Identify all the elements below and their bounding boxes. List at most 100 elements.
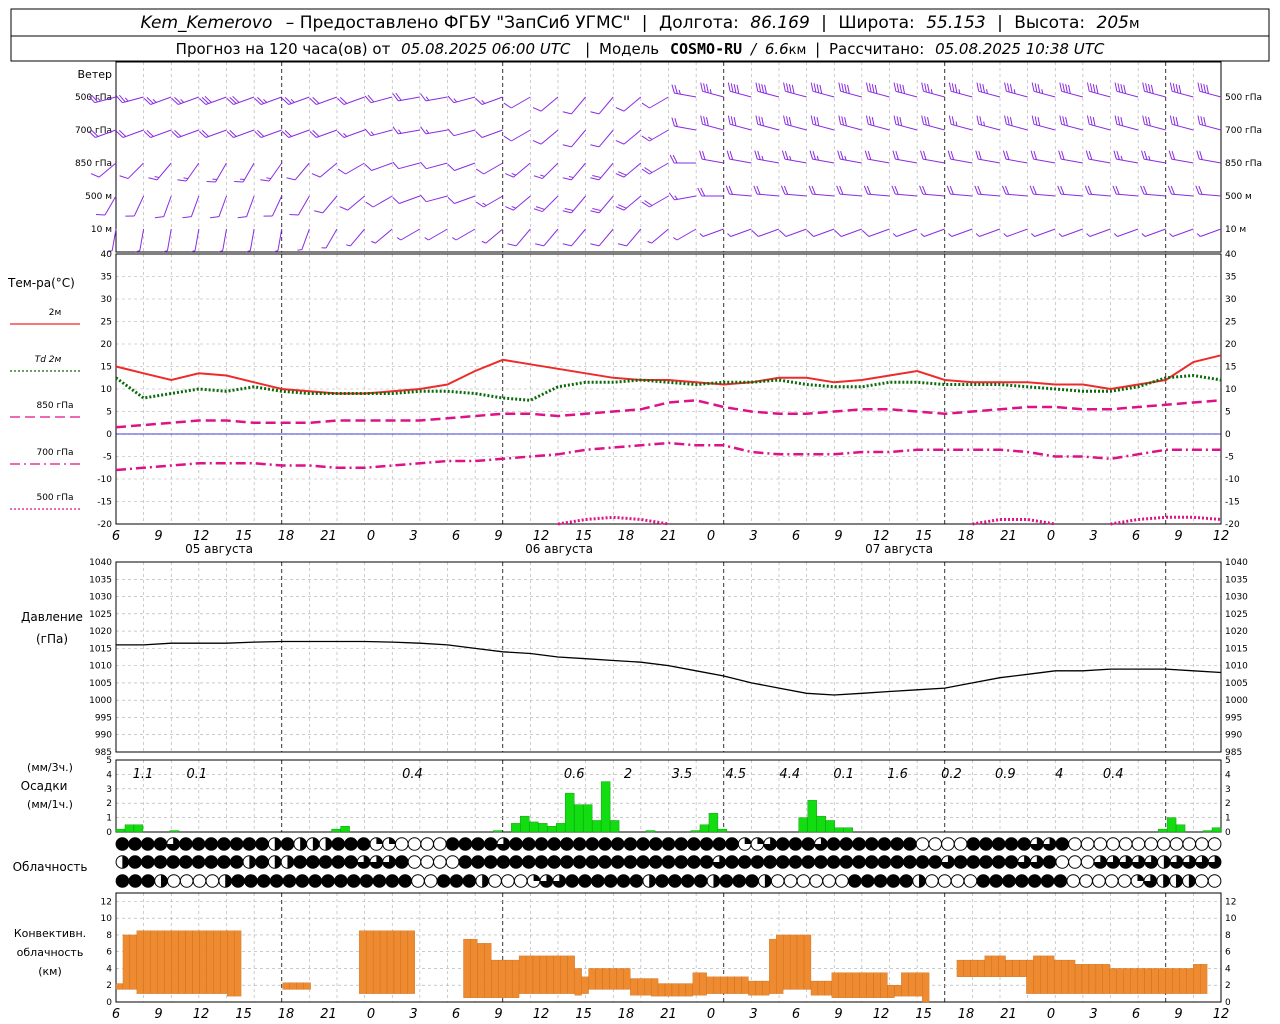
cloud-symbol [1144, 837, 1158, 851]
wind-barb [976, 82, 1001, 98]
precip-bar [547, 826, 557, 833]
wind-barb [590, 96, 614, 115]
precip-bar [843, 827, 853, 833]
cloud-symbol [1207, 855, 1222, 869]
cloud-symbol [539, 874, 554, 888]
wind-barb [273, 228, 283, 253]
cloud-symbol [1004, 837, 1019, 851]
y-tick-label-left: -10 [97, 475, 112, 485]
wind-barb [346, 228, 366, 247]
wind-barb [562, 129, 587, 148]
wind-barb [562, 96, 587, 115]
wind-barb [281, 96, 310, 105]
temp-series-2 [115, 399, 1222, 429]
convective-bar [574, 968, 582, 996]
time-tick-label: 21 [1000, 529, 1017, 544]
y-tick-label-right: 5 [1225, 408, 1231, 418]
y-tick-label-right: 3 [1225, 785, 1231, 795]
precip-bar [582, 804, 593, 833]
time-tick-label: 9 [154, 529, 162, 544]
convective-bar [386, 930, 395, 994]
convective-bar [1040, 955, 1048, 994]
time-tick-label: 0 [367, 1007, 375, 1022]
wind-barb [1169, 82, 1194, 98]
wind-barb [206, 162, 227, 183]
precip-bar [133, 824, 144, 833]
wind-barb [590, 228, 614, 247]
precip-bar [1211, 827, 1222, 833]
cloud-symbol [356, 837, 371, 851]
wind-barb [727, 228, 752, 237]
cloud-symbol [610, 837, 625, 851]
y-tick-label-left: 985 [95, 748, 112, 758]
cloud-symbol [979, 837, 993, 851]
convective-bar [1186, 968, 1194, 994]
cloud-symbol [560, 855, 574, 869]
convective-bar [616, 968, 624, 990]
convective-bar [122, 934, 131, 990]
cloud-symbol [1068, 855, 1082, 869]
cloud-symbol [732, 874, 746, 888]
cloud-symbol [321, 874, 335, 888]
cloud-symbol [420, 855, 434, 869]
cloud-symbol [382, 855, 396, 869]
cloud-symbol [394, 837, 409, 851]
wind-barb [921, 115, 945, 131]
y-tick-label-left: 5 [106, 408, 112, 418]
pressure-title: Давление [21, 610, 83, 624]
alt-unit: м [1129, 16, 1140, 32]
cloud-symbol [509, 837, 523, 851]
wind-barb [834, 228, 863, 237]
cloud-symbol [217, 837, 231, 851]
cloud-symbol [1207, 837, 1222, 851]
cloud-symbol [1169, 855, 1184, 869]
convective-bar [922, 972, 930, 1003]
cloud-symbol [693, 874, 708, 888]
wind-barb [321, 228, 338, 249]
wind-barb [1001, 185, 1028, 197]
convective-bar [796, 934, 805, 990]
wind-barb [893, 82, 918, 98]
cloud-symbol [547, 837, 561, 851]
y-tick-label-right: 10 [1225, 385, 1237, 395]
cloud-symbol [598, 837, 612, 851]
wind-barb [615, 162, 642, 178]
time-tick-label: 15 [915, 529, 932, 544]
cloud-symbol [915, 837, 930, 851]
precip-panel: 0 0 1 1 2 2 3 3 4 4 5 5 [106, 756, 1231, 838]
y-tick-label-left: 990 [95, 731, 112, 741]
cloud-symbol [394, 855, 409, 869]
cloud-symbol [423, 874, 438, 888]
convective-bar [1067, 959, 1076, 994]
cloud-title: Облачность [13, 860, 88, 874]
cloud-symbol [293, 837, 307, 851]
cloud-symbol [963, 874, 978, 888]
wind-barb [975, 228, 1001, 237]
precip-bar [798, 817, 808, 833]
cloud-symbol [1030, 855, 1044, 869]
wind-barb [88, 129, 117, 138]
convective-bar [143, 930, 151, 994]
cloud-symbol [191, 837, 206, 851]
cloud-symbol [1169, 837, 1184, 851]
cloud-symbol [1106, 855, 1120, 869]
time-tick-label: 9 [1174, 529, 1182, 544]
cloud-symbol [668, 874, 682, 888]
wind-barb [88, 94, 117, 104]
wind-panel [115, 61, 1222, 253]
wind-barb [1168, 150, 1194, 164]
y-tick-label-right: 30 [1225, 295, 1237, 305]
day-label: 07 августа [865, 542, 933, 556]
precip-bar [1157, 828, 1168, 833]
wind-barb [669, 154, 697, 164]
convective-bar [289, 982, 297, 990]
time-tick-label: 0 [707, 529, 715, 544]
wind-barb [505, 195, 531, 211]
cloud-symbol [1207, 874, 1222, 888]
wind-barb [865, 82, 890, 98]
cloud-symbol [293, 855, 307, 869]
cloud-symbol [344, 837, 358, 851]
time-axis: 6 9 12 15 18 21 0 3 6 9 12 15 18 21 0 3 6 9 12 15 18 21 0 3 6 9 12… [112, 529, 1229, 556]
convective-bar [1054, 959, 1062, 994]
convective-bar [192, 930, 200, 994]
